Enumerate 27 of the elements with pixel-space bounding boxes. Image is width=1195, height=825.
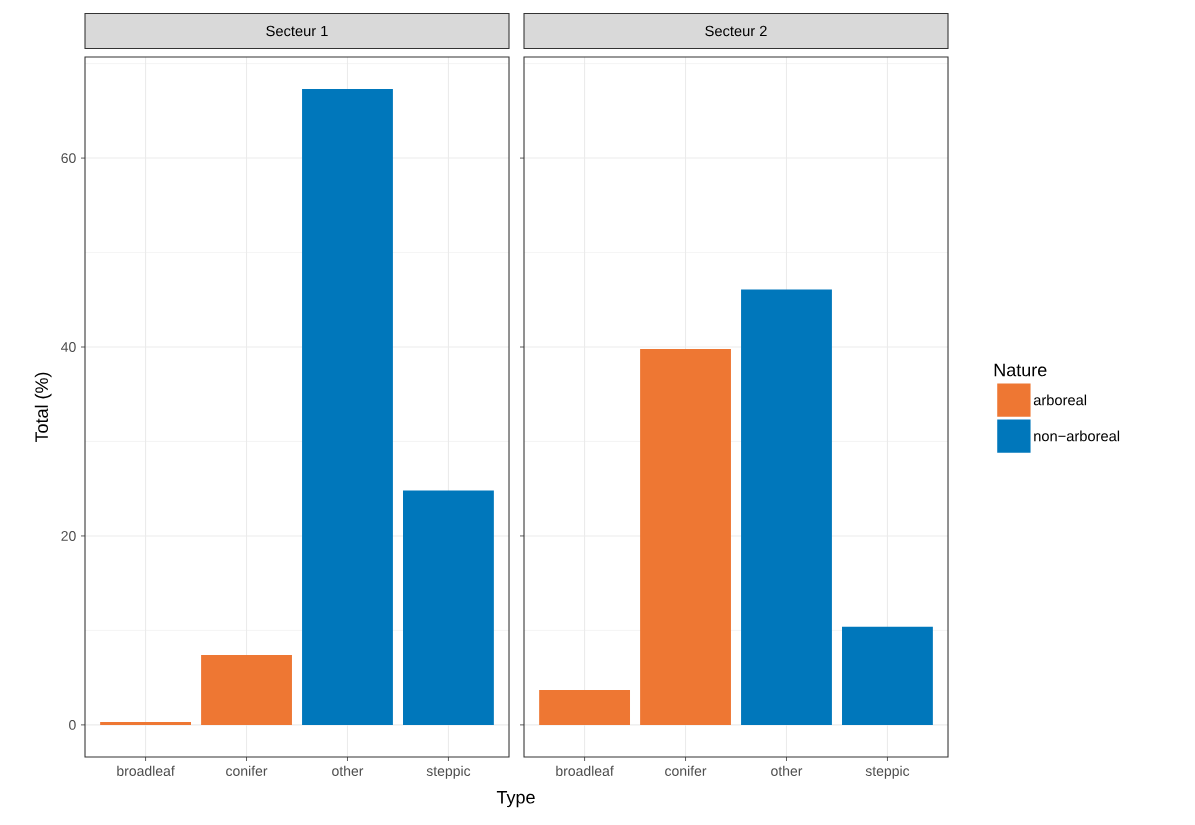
y-axis-title: Total (%) <box>34 372 52 443</box>
legend-title: Nature <box>994 363 1047 377</box>
x-tick-label: steppic <box>426 765 471 779</box>
bar <box>100 722 191 725</box>
y-tick-label: 60 <box>61 153 76 164</box>
bar <box>302 89 393 725</box>
y-tick-label: 20 <box>61 531 76 541</box>
x-axis-title: Type <box>496 791 535 808</box>
bar <box>640 348 731 725</box>
x-tick-label: conifer <box>226 765 268 776</box>
x-tick-label: conifer <box>665 765 707 776</box>
x-tick-label: other <box>332 765 364 776</box>
x-tick-label: broadleaf <box>117 765 175 776</box>
y-tick-label: 0 <box>69 719 76 730</box>
legend-label: arboreal <box>1033 394 1087 406</box>
bar <box>403 490 494 725</box>
legend-label: non−arboreal <box>1034 430 1120 442</box>
chart-title: Secteur 2 <box>705 25 767 37</box>
bar <box>539 689 631 725</box>
y-tick-label: 40 <box>61 342 76 352</box>
x-tick-label: broadleaf <box>556 765 614 776</box>
x-tick-label: steppic <box>865 765 910 779</box>
chart-title: Secteur 1 <box>266 25 328 37</box>
bar <box>741 289 832 725</box>
bar <box>842 626 933 725</box>
bar <box>201 654 292 725</box>
x-tick-label: other <box>771 765 803 776</box>
